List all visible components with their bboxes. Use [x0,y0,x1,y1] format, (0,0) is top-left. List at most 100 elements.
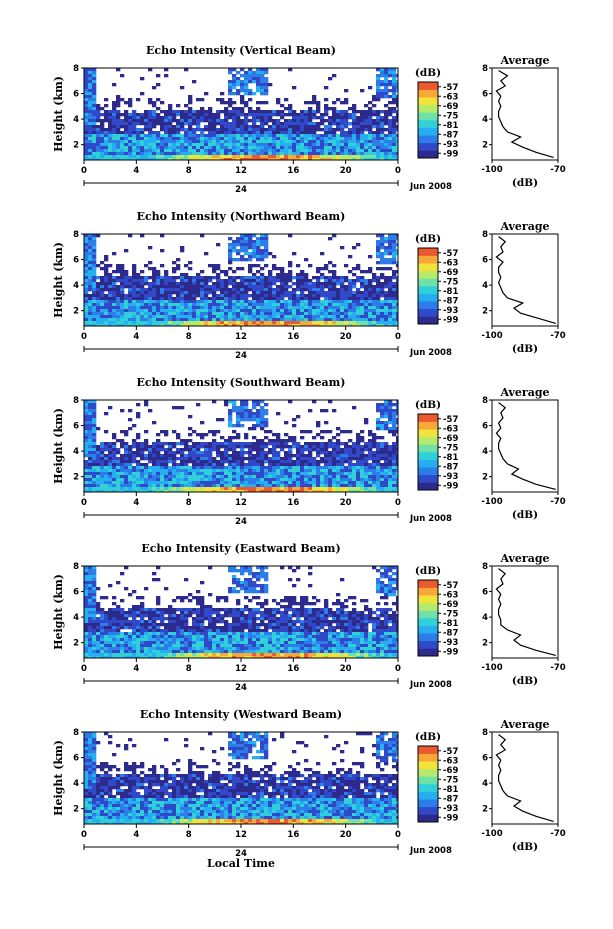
heatmap-cell [108,288,113,292]
heatmap-cell [196,475,201,479]
heatmap-cell [332,300,337,304]
heatmap-cell [360,158,365,160]
heatmap-cell [152,152,157,156]
heatmap-cell [144,315,149,319]
heatmap-cell [280,282,285,286]
heatmap-cell [92,101,97,105]
heatmap-cell [176,463,181,467]
heatmap-cell [360,490,365,492]
heatmap-cell [368,318,373,322]
heatmap-cell [124,270,129,274]
heatmap-cell [392,442,397,446]
heatmap-cell [312,472,317,476]
heatmap-cell [92,80,97,84]
heatmap-cell [108,466,113,470]
heatmap-cell [292,318,297,322]
colorbar-tick-label: -69 [443,434,458,444]
heatmap-cell [316,152,321,156]
heatmap-cell [224,158,229,160]
heatmap-cell [88,270,93,274]
heatmap-cell [116,475,121,479]
heatmap-cell [260,460,265,464]
heatmap-cell [340,442,345,446]
heatmap-cell [320,291,325,295]
heatmap-cell [332,466,337,470]
heatmap-cell [232,406,237,410]
heatmap-cell [204,158,209,160]
heatmap-cell [152,288,157,292]
heatmap-cell [144,469,149,473]
heatmap-cell [280,445,285,449]
heatmap-cell [132,285,137,289]
heatmap-cell [148,288,153,292]
heatmap-cell [120,475,125,479]
heatmap-cell [388,149,393,153]
heatmap-cell [228,128,233,132]
heatmap-cell [312,321,317,325]
heatmap-cell [360,436,365,440]
heatmap-cell [384,279,389,283]
heatmap-cell [232,92,237,96]
heatmap-cell [352,279,357,283]
heatmap-cell [172,466,177,470]
heatmap-cell [104,98,109,102]
heatmap-cell [128,131,133,135]
heatmap-cell [260,89,265,93]
heatmap-cell [184,463,189,467]
heatmap-cell [96,303,101,307]
heatmap-cell [256,469,261,473]
heatmap-cell [172,261,177,265]
heatmap-cell [224,149,229,153]
heatmap-cell [236,463,241,467]
heatmap-cell [272,478,277,482]
heatmap-cell [172,478,177,482]
heatmap-cell [264,86,269,90]
heatmap-cell [256,294,261,298]
heatmap-cell [212,448,217,452]
heatmap-cell [152,86,157,90]
heatmap-cell [88,427,93,431]
heatmap-cell [396,442,398,446]
heatmap-cell [368,324,373,326]
heatmap-cell [116,466,121,470]
colorbar-segment [418,112,438,121]
heatmap-cell [212,134,217,138]
heatmap-cell [100,285,105,289]
heatmap-cell [392,143,397,147]
heatmap-cell [160,155,165,159]
heatmap-cell [196,433,201,437]
heatmap-cell [92,427,97,431]
colorbar-segment [418,429,438,438]
heatmap-cell [192,291,197,295]
heatmap-cell [84,89,89,93]
heatmap-cell [140,448,145,452]
heatmap-cell [336,152,341,156]
profile-title: Average [499,220,549,233]
heatmap-cell [184,294,189,298]
heatmap-cell [392,261,397,265]
heatmap-cell [112,318,117,322]
heatmap-cell [204,291,209,295]
heatmap-cell [156,481,161,485]
heatmap-cell [276,451,281,455]
heatmap-cell [180,478,185,482]
heatmap-cell [132,312,137,316]
heatmap-cell [164,128,169,132]
heatmap-cell [396,472,398,476]
heatmap-cell [184,300,189,304]
heatmap-cell [332,134,337,138]
heatmap-cell [308,454,313,458]
heatmap-cell [236,490,241,492]
heatmap-cell [116,158,121,160]
heatmap-cell [376,125,381,129]
heatmap-cell [152,309,157,313]
heatmap-cell [328,152,333,156]
heatmap-cell [144,113,149,117]
heatmap-cell [296,448,301,452]
heatmap-cell [380,89,385,93]
heatmap-cell [320,146,325,150]
heatmap-cell [396,451,398,455]
heatmap-cell [188,128,193,132]
heatmap-cell [156,433,161,437]
heatmap-cell [204,119,209,123]
